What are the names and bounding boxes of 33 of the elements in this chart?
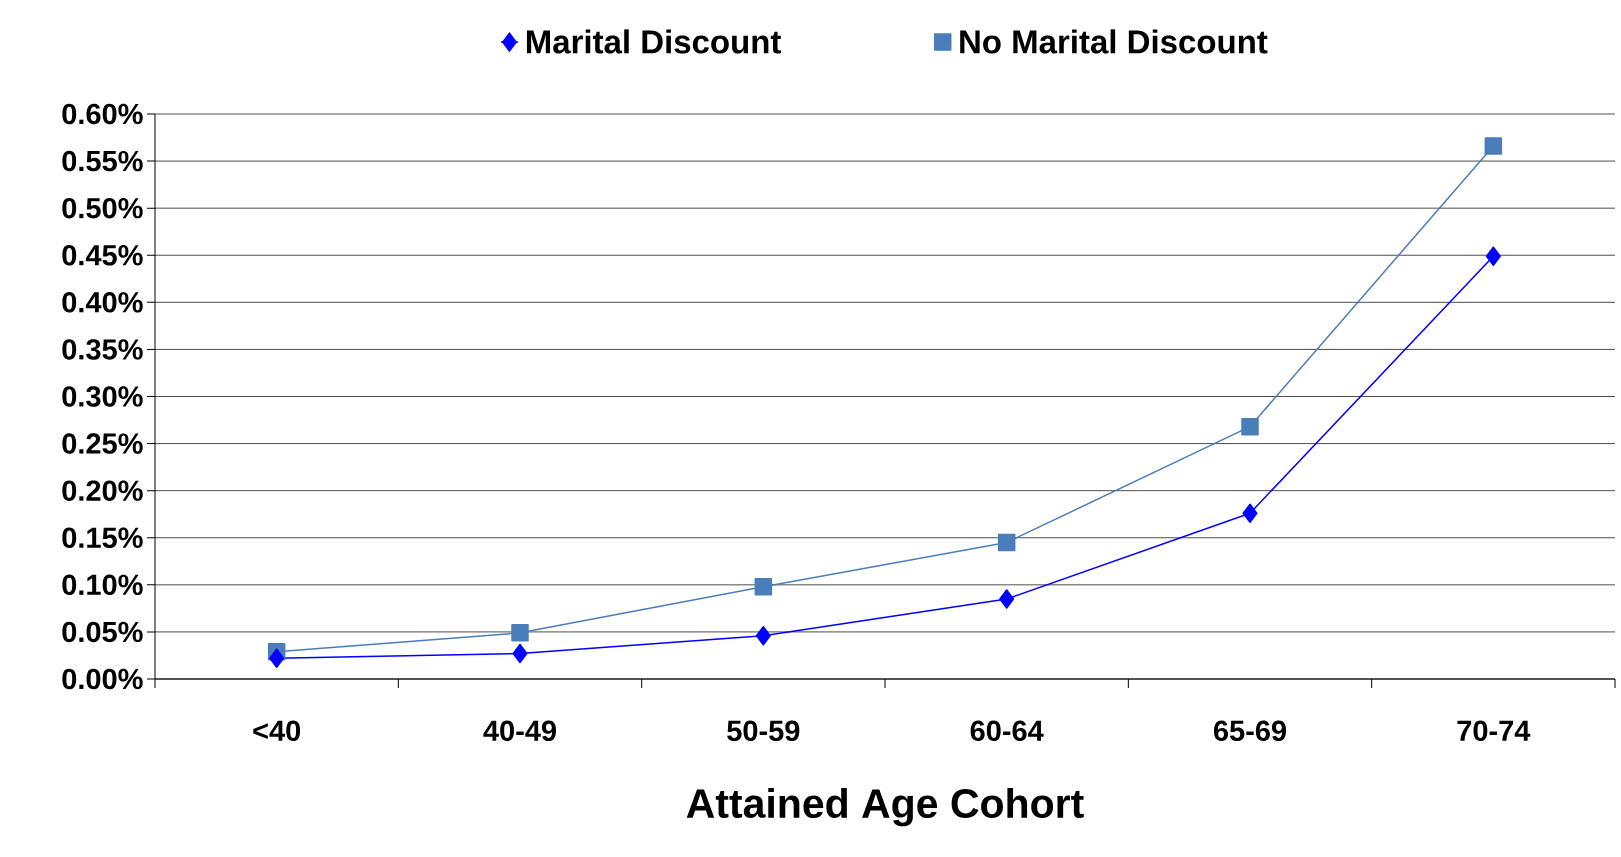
y-tick-label: 0.55%: [62, 150, 143, 172]
y-tick-label: 0.15%: [62, 527, 143, 549]
point: [755, 625, 771, 646]
y-tick-label: 0.30%: [62, 386, 143, 407]
x-tick-label: 70-74: [1457, 720, 1531, 742]
y-tick-label: 0.35%: [62, 339, 143, 360]
point: [997, 533, 1016, 552]
point: [512, 643, 528, 664]
point: [1485, 246, 1501, 266]
legend-label: Marital Discount: [526, 29, 781, 54]
point: [1242, 503, 1258, 524]
y-tick-label: 0.10%: [62, 574, 143, 596]
y-tick-label: 0.60%: [62, 103, 143, 125]
point: [1484, 137, 1503, 155]
x-axis-title: Attained Age Cohort: [686, 787, 1084, 827]
y-tick-label: 0.45%: [62, 244, 143, 266]
y-tick-label: 0.05%: [62, 621, 143, 643]
y-tick-label: 0.20%: [62, 480, 143, 501]
y-tick-label: 0.40%: [62, 292, 143, 313]
point: [754, 577, 773, 596]
point: [999, 589, 1015, 609]
y-tick-label: 0.25%: [62, 433, 143, 454]
y-tick-label: 0.50%: [62, 197, 143, 219]
x-tick-label: 65-69: [1213, 720, 1287, 742]
point: [1241, 417, 1259, 436]
point: [511, 624, 529, 642]
x-tick-label: 50-59: [727, 720, 800, 742]
x-tick-label: <40: [253, 720, 301, 742]
x-tick-label: 40-49: [483, 720, 557, 742]
y-tick-label: 0.00%: [62, 668, 143, 690]
point: [269, 648, 285, 669]
legend-label: No Marital Discount: [960, 29, 1268, 54]
x-tick-label: 60-64: [970, 720, 1044, 742]
